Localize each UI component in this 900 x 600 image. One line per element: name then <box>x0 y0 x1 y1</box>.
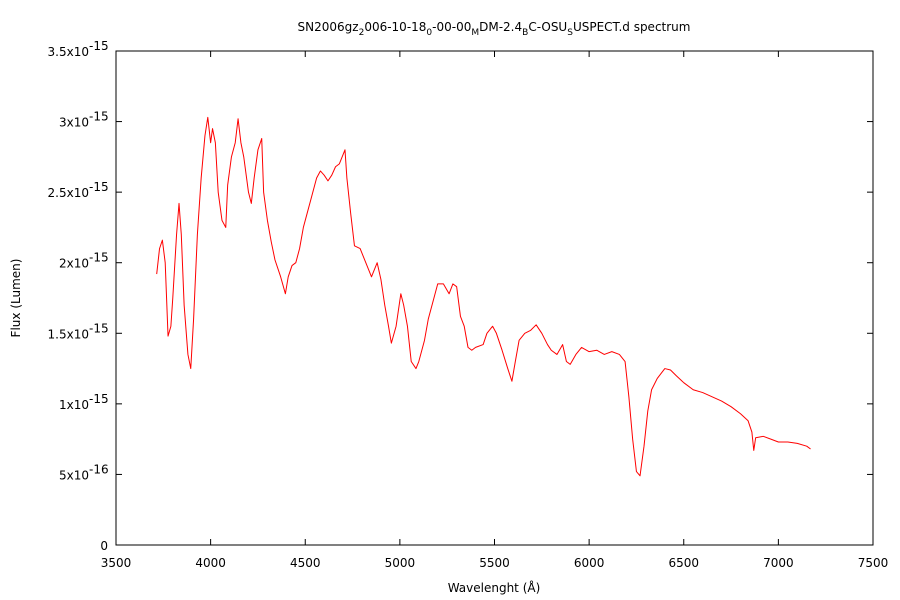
x-tick-label: 6000 <box>574 556 605 570</box>
y-tick-label: 2.5x10 <box>48 186 89 200</box>
x-tick-label: 7000 <box>763 556 794 570</box>
title-part: C-OSU <box>528 20 567 34</box>
title-part: 0 <box>426 28 432 38</box>
y-tick-label-exponent: -15 <box>89 251 109 265</box>
y-tick-label-base: 3x10 <box>59 116 89 130</box>
y-tick-label: 0 <box>100 539 108 553</box>
y-tick-label: 3.5x10 <box>48 45 89 59</box>
y-tick-label: 3x10 <box>59 116 89 130</box>
y-tick-label-exponent: -15 <box>89 110 109 124</box>
x-tick-label: 5500 <box>479 556 510 570</box>
x-tick-label: 5000 <box>385 556 416 570</box>
title-part: USPECT.d spectrum <box>573 20 691 34</box>
title-part: 006-10-18 <box>364 20 426 34</box>
y-tick-label-exponent: -15 <box>89 321 109 335</box>
y-axis-label: Flux (Lumen) <box>9 259 23 338</box>
x-tick-label: 3500 <box>101 556 132 570</box>
y-tick-label-base: 1x10 <box>59 398 89 412</box>
y-tick-label-exponent: -16 <box>89 462 109 476</box>
x-tick-label: 4000 <box>195 556 226 570</box>
title-part: B <box>522 28 528 38</box>
x-axis-label: Wavelenght (Å) <box>448 580 541 595</box>
x-tick-label: 6500 <box>668 556 699 570</box>
spectrum-line <box>156 116 811 477</box>
title-part: SN2006gz <box>298 20 359 34</box>
y-tick-label-exponent: -15 <box>89 180 109 194</box>
chart-title: SN2006gz2006-10-180-00-00MDM-2.4BC-OSUSU… <box>298 20 691 38</box>
y-tick-label-exponent: -15 <box>89 39 109 53</box>
y-tick-label-exponent: -15 <box>89 392 109 406</box>
y-tick-label: 1.5x10 <box>48 327 89 341</box>
y-tick-label-base: 2.5x10 <box>48 186 89 200</box>
title-part: DM-2.4 <box>479 20 522 34</box>
title-part: -00-00 <box>432 20 471 34</box>
y-tick-label-base: 3.5x10 <box>48 45 89 59</box>
title-part: 2 <box>359 28 365 38</box>
y-tick-label-base: 1.5x10 <box>48 327 89 341</box>
title-part: M <box>471 28 479 38</box>
y-tick-label: 5x10 <box>59 468 89 482</box>
y-tick-label: 2x10 <box>59 257 89 271</box>
title-part: S <box>567 28 573 38</box>
x-tick-label: 4500 <box>290 556 321 570</box>
y-tick-label: 1x10 <box>59 398 89 412</box>
x-tick-label: 7500 <box>858 556 889 570</box>
y-tick-label-base: 2x10 <box>59 257 89 271</box>
y-tick-label-base: 5x10 <box>59 468 89 482</box>
